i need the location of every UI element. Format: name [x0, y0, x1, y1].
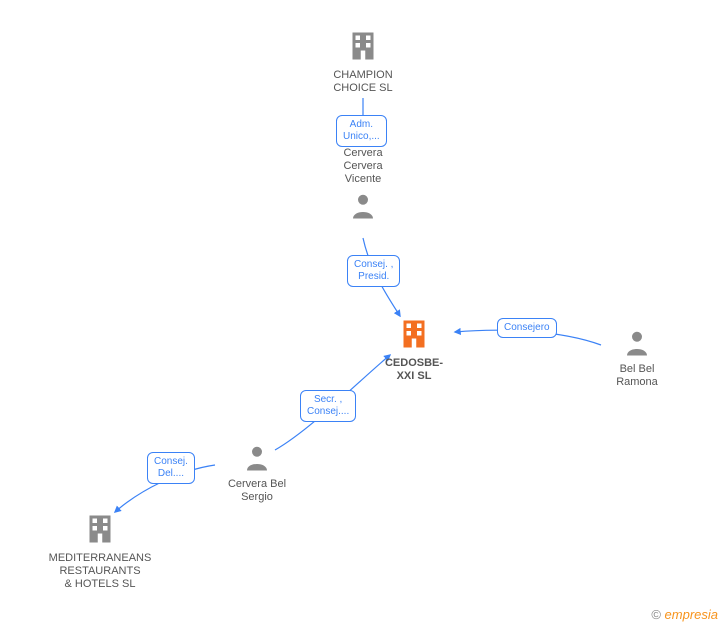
- node-label: MEDITERRANEANSRESTAURANTS& HOTELS SL: [30, 552, 170, 592]
- edge-label-cervera_vicente-cedosbe: Consej. ,Presid.: [347, 255, 400, 287]
- node-label: Cervera BelSergio: [212, 478, 302, 504]
- node-icon-wrap: [318, 28, 408, 67]
- copyright-brand: empresia: [665, 607, 718, 622]
- node-label: Bel BelRamona: [601, 363, 673, 389]
- node-cedosbe[interactable]: CEDOSBE-XXI SL: [374, 316, 454, 383]
- edge-label-bel_ramona-cedosbe: Consejero: [497, 318, 557, 338]
- node-mediterraneans[interactable]: MEDITERRANEANSRESTAURANTS& HOTELS SL: [30, 511, 170, 592]
- edge-label-champion-cervera_vicente: Adm.Unico,...: [336, 115, 387, 147]
- edge-label-cervera_sergio-cedosbe: Secr. ,Consej....: [300, 390, 356, 422]
- node-icon-wrap: [212, 443, 302, 476]
- org-network-diagram: CHAMPIONCHOICE SL CerveraCerveraVicente C…: [0, 0, 728, 630]
- edge-label-cervera_sergio-mediterraneans: Consej.Del....: [147, 452, 195, 484]
- building-icon: [82, 511, 118, 547]
- node-label: CHAMPIONCHOICE SL: [318, 69, 408, 95]
- node-champion[interactable]: CHAMPIONCHOICE SL: [318, 28, 408, 95]
- building-icon: [396, 316, 432, 352]
- building-icon: [345, 28, 381, 64]
- copyright-symbol: ©: [651, 607, 661, 622]
- node-icon-wrap: [601, 328, 673, 361]
- person-icon: [348, 191, 378, 221]
- node-icon-wrap: [374, 316, 454, 355]
- node-cervera_sergio[interactable]: Cervera BelSergio: [212, 443, 302, 504]
- copyright: © empresia: [651, 607, 718, 622]
- node-label: CerveraCerveraVicente: [327, 147, 399, 187]
- person-icon: [242, 443, 272, 473]
- node-icon-wrap: [327, 191, 399, 224]
- person-icon: [622, 328, 652, 358]
- node-cervera_vicente[interactable]: CerveraCerveraVicente: [327, 145, 399, 224]
- node-bel_ramona[interactable]: Bel BelRamona: [601, 328, 673, 389]
- node-icon-wrap: [30, 511, 170, 550]
- node-label: CEDOSBE-XXI SL: [374, 357, 454, 383]
